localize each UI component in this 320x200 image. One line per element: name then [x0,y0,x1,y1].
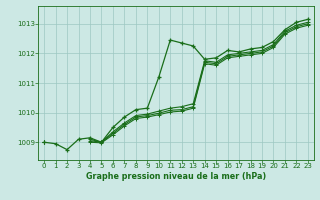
X-axis label: Graphe pression niveau de la mer (hPa): Graphe pression niveau de la mer (hPa) [86,172,266,181]
